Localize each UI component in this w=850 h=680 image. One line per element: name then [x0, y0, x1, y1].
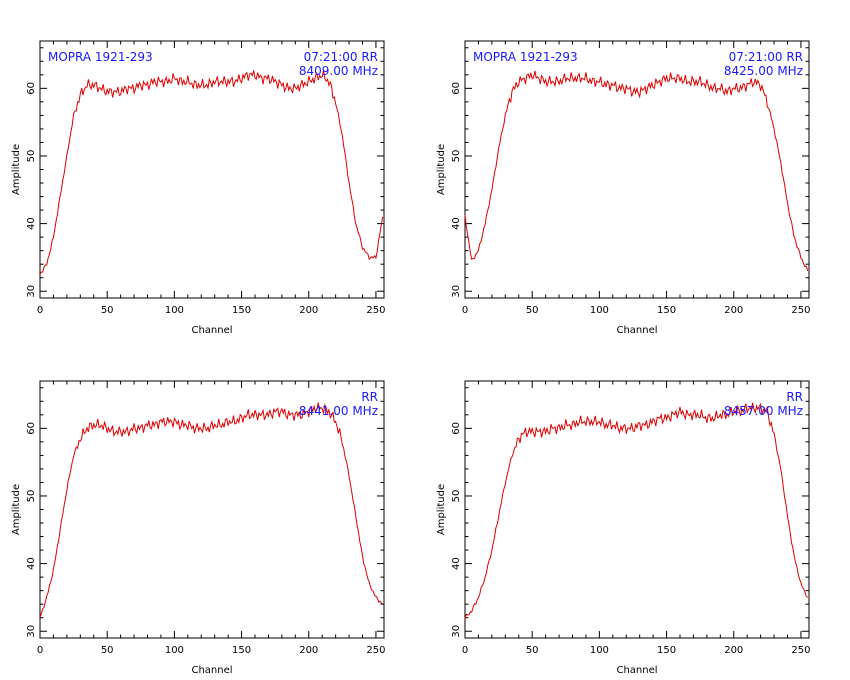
source-label: MOPRA 1921-293 [473, 50, 578, 64]
y-axis-title: Amplitude [11, 484, 22, 535]
y-tick-label: 30 [26, 285, 37, 298]
x-tick-label: 250 [366, 645, 385, 656]
y-tick-label: 60 [451, 82, 462, 95]
x-tick-label: 0 [462, 645, 468, 656]
x-tick-label: 250 [366, 305, 385, 316]
x-tick-label: 0 [37, 645, 43, 656]
spectrum-line [464, 70, 809, 272]
y-tick-label: 50 [26, 490, 37, 503]
x-tick-label: 200 [299, 305, 318, 316]
x-tick-label: 50 [526, 305, 539, 316]
x-axis-title: Channel [616, 665, 657, 676]
plot-frame [39, 380, 385, 639]
x-tick-label: 250 [791, 645, 810, 656]
source-label: MOPRA 1921-293 [48, 50, 153, 64]
plot-frame [39, 40, 385, 299]
y-tick-label: 40 [26, 217, 37, 230]
x-tick-label: 200 [724, 305, 743, 316]
time-pol-label: RR [786, 390, 803, 404]
x-tick-label: 200 [299, 645, 318, 656]
tick-marks [39, 41, 384, 298]
x-axis-title: Channel [616, 325, 657, 336]
y-tick-label: 50 [26, 150, 37, 163]
tick-marks [39, 381, 384, 638]
x-tick-label: 50 [101, 305, 114, 316]
y-tick-label: 30 [26, 625, 37, 638]
x-tick-label: 0 [37, 305, 43, 316]
frequency-label: 8425.00 MHz [724, 64, 803, 78]
x-tick-label: 100 [590, 645, 609, 656]
y-axis-title: Amplitude [436, 144, 447, 195]
frequency-label: 8441.00 MHz [299, 404, 378, 418]
x-tick-label: 50 [526, 645, 539, 656]
y-tick-label: 40 [451, 557, 462, 570]
y-tick-label: 60 [451, 422, 462, 435]
x-tick-label: 150 [657, 305, 676, 316]
y-axis-title: Amplitude [436, 484, 447, 535]
y-tick-label: 40 [451, 217, 462, 230]
spectrum-line [39, 70, 384, 275]
spectrum-line [464, 402, 808, 619]
y-tick-label: 60 [26, 82, 37, 95]
x-axis-title: Channel [191, 325, 232, 336]
y-tick-label: 40 [26, 557, 37, 570]
y-tick-label: 60 [26, 422, 37, 435]
spectrum-panel-2: 0 50 100 150 200 250 30 40 50 60 Channel Amplitude M… [436, 40, 810, 336]
x-tick-label: 250 [791, 305, 810, 316]
plot-frame [464, 380, 810, 639]
frequency-label: 8457.00 MHz [724, 404, 803, 418]
x-tick-label: 200 [724, 645, 743, 656]
x-tick-label: 0 [462, 305, 468, 316]
time-pol-label: 07:21:00 RR [729, 50, 803, 64]
x-tick-label: 100 [165, 305, 184, 316]
spectrum-panel-1: 0 50 100 150 200 250 30 40 50 60 Channel Amplitude M… [11, 40, 385, 336]
x-axis-title: Channel [191, 665, 232, 676]
spectrum-panel-3: 0 50 100 150 200 250 30 40 50 60 Channel Amplitude R… [11, 380, 385, 676]
tick-marks [464, 41, 809, 298]
time-pol-label: RR [361, 390, 378, 404]
x-tick-label: 150 [232, 645, 251, 656]
time-pol-label: 07:21:00 RR [304, 50, 378, 64]
tick-marks [464, 381, 809, 638]
y-axis-title: Amplitude [11, 144, 22, 195]
y-tick-label: 30 [451, 285, 462, 298]
spectrum-panel-4: 0 50 100 150 200 250 30 40 50 60 Channel Amplitude R… [436, 380, 810, 676]
frequency-label: 8409.00 MHz [299, 64, 378, 78]
spectrum-line [39, 402, 384, 618]
y-tick-label: 30 [451, 625, 462, 638]
x-tick-label: 150 [657, 645, 676, 656]
plot-frame [464, 40, 810, 299]
y-tick-label: 50 [451, 150, 462, 163]
x-tick-label: 50 [101, 645, 114, 656]
x-tick-label: 100 [590, 305, 609, 316]
x-tick-label: 150 [232, 305, 251, 316]
x-tick-label: 100 [165, 645, 184, 656]
y-tick-label: 50 [451, 490, 462, 503]
